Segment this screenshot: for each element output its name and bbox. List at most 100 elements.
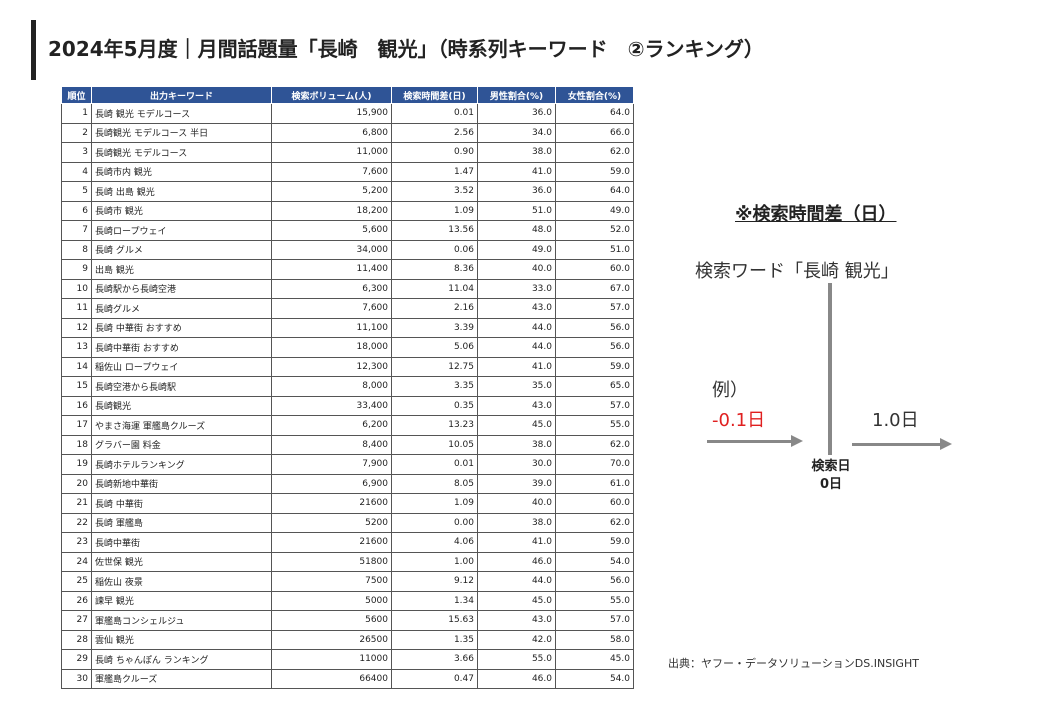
- keyword-cell: 長崎観光 モデルコース 半日: [91, 122, 272, 143]
- table-row: 24 佐世保 観光 51800 1.00 46.0 54.0: [61, 551, 634, 572]
- table-row: 28 雲仙 観光 26500 1.35 42.0 58.0: [61, 629, 634, 650]
- value-cell: 0.47: [391, 668, 478, 689]
- arrow-right-icon: [852, 438, 952, 450]
- table-row: 29 長崎 ちゃんぽん ランキング 11000 3.66 55.0 45.0: [61, 649, 634, 670]
- value-cell: 6,300: [271, 278, 392, 299]
- value-cell: 7,600: [271, 298, 392, 319]
- keyword-cell: 長崎中華街 おすすめ: [91, 337, 272, 358]
- table-row: 18 グラバー園 料金 8,400 10.05 38.0 62.0: [61, 434, 634, 455]
- value-cell: 59.0: [555, 532, 634, 553]
- table-row: 6 長崎市 観光 18,200 1.09 51.0 49.0: [61, 200, 634, 221]
- title-accent-bar: [31, 20, 36, 80]
- keyword-cell: 長崎観光 モデルコース: [91, 142, 272, 163]
- value-cell: 56.0: [555, 317, 634, 338]
- rank-cell: 7: [61, 220, 92, 241]
- table-row: 8 長崎 グルメ 34,000 0.06 49.0 51.0: [61, 239, 634, 260]
- search-day-axis-line: [828, 283, 832, 455]
- table-row: 16 長崎観光 33,400 0.35 43.0 57.0: [61, 395, 634, 416]
- value-cell: 41.0: [477, 356, 556, 377]
- table-body: 1 長崎 観光 モデルコース 15,900 0.01 36.0 64.0 2 長崎観光 モデル…: [61, 103, 634, 689]
- keyword-cell: 長崎ホテルランキング: [91, 454, 272, 475]
- value-cell: 36.0: [477, 181, 556, 202]
- value-cell: 21600: [271, 532, 392, 553]
- source-credit: 出典：ヤフー・データソリューションDS.INSIGHT: [668, 657, 919, 670]
- search-word-label: 検索ワード「長崎 観光」: [695, 261, 899, 282]
- value-cell: 42.0: [477, 629, 556, 650]
- value-cell: 5,200: [271, 181, 392, 202]
- table-row: 10 長崎駅から長崎空港 6,300 11.04 33.0 67.0: [61, 278, 634, 299]
- value-cell: 44.0: [477, 571, 556, 592]
- rank-cell: 20: [61, 473, 92, 494]
- value-cell: 11,400: [271, 259, 392, 280]
- table-row: 25 稲佐山 夜景 7500 9.12 44.0 56.0: [61, 571, 634, 592]
- value-cell: 40.0: [477, 493, 556, 514]
- value-cell: 5600: [271, 610, 392, 631]
- value-cell: 11.04: [391, 278, 478, 299]
- keyword-cell: 諫早 観光: [91, 590, 272, 611]
- table-row: 22 長崎 軍艦島 5200 0.00 38.0 62.0: [61, 512, 634, 533]
- keyword-cell: グラバー園 料金: [91, 434, 272, 455]
- value-cell: 12,300: [271, 356, 392, 377]
- value-cell: 62.0: [555, 512, 634, 533]
- base-day-label: 検索日 0日: [790, 458, 872, 494]
- value-cell: 45.0: [477, 415, 556, 436]
- rank-cell: 1: [61, 103, 92, 124]
- value-cell: 65.0: [555, 376, 634, 397]
- value-cell: 45.0: [555, 649, 634, 670]
- value-cell: 12.75: [391, 356, 478, 377]
- value-cell: 52.0: [555, 220, 634, 241]
- value-cell: 54.0: [555, 551, 634, 572]
- value-cell: 59.0: [555, 356, 634, 377]
- value-cell: 55.0: [555, 590, 634, 611]
- keyword-cell: 長崎 軍艦島: [91, 512, 272, 533]
- rank-cell: 4: [61, 161, 92, 182]
- table-row: 13 長崎中華街 おすすめ 18,000 5.06 44.0 56.0: [61, 337, 634, 358]
- value-cell: 10.05: [391, 434, 478, 455]
- rank-cell: 26: [61, 590, 92, 611]
- value-cell: 57.0: [555, 395, 634, 416]
- value-cell: 2.56: [391, 122, 478, 143]
- keyword-cell: 長崎 出島 観光: [91, 181, 272, 202]
- value-cell: 56.0: [555, 571, 634, 592]
- note-title: ※検索時間差（日）: [735, 204, 897, 225]
- rank-cell: 5: [61, 181, 92, 202]
- table-row: 2 長崎観光 モデルコース 半日 6,800 2.56 34.0 66.0: [61, 122, 634, 143]
- value-cell: 66.0: [555, 122, 634, 143]
- value-cell: 18,200: [271, 200, 392, 221]
- rank-cell: 25: [61, 571, 92, 592]
- rank-cell: 22: [61, 512, 92, 533]
- keyword-cell: 長崎 ちゃんぽん ランキング: [91, 649, 272, 670]
- value-cell: 64.0: [555, 181, 634, 202]
- keyword-cell: 長崎市内 観光: [91, 161, 272, 182]
- value-cell: 55.0: [555, 415, 634, 436]
- value-cell: 15.63: [391, 610, 478, 631]
- rank-cell: 9: [61, 259, 92, 280]
- value-cell: 66400: [271, 668, 392, 689]
- keyword-cell: 稲佐山 夜景: [91, 571, 272, 592]
- base-day-text: 検索日: [811, 459, 851, 474]
- keyword-cell: 出島 観光: [91, 259, 272, 280]
- keyword-cell: 長崎 中華街 おすすめ: [91, 317, 272, 338]
- table-row: 12 長崎 中華街 おすすめ 11,100 3.39 44.0 56.0: [61, 317, 634, 338]
- rank-cell: 3: [61, 142, 92, 163]
- value-cell: 8.05: [391, 473, 478, 494]
- value-cell: 3.52: [391, 181, 478, 202]
- value-cell: 48.0: [477, 220, 556, 241]
- value-cell: 62.0: [555, 434, 634, 455]
- value-cell: 33.0: [477, 278, 556, 299]
- value-cell: 6,800: [271, 122, 392, 143]
- rank-cell: 18: [61, 434, 92, 455]
- table-row: 23 長崎中華街 21600 4.06 41.0 59.0: [61, 532, 634, 553]
- keyword-cell: 佐世保 観光: [91, 551, 272, 572]
- value-cell: 3.66: [391, 649, 478, 670]
- value-cell: 0.35: [391, 395, 478, 416]
- value-cell: 2.16: [391, 298, 478, 319]
- rank-cell: 6: [61, 200, 92, 221]
- value-cell: 9.12: [391, 571, 478, 592]
- value-cell: 43.0: [477, 395, 556, 416]
- value-cell: 64.0: [555, 103, 634, 124]
- value-cell: 60.0: [555, 493, 634, 514]
- rank-cell: 21: [61, 493, 92, 514]
- value-cell: 1.35: [391, 629, 478, 650]
- value-cell: 45.0: [477, 590, 556, 611]
